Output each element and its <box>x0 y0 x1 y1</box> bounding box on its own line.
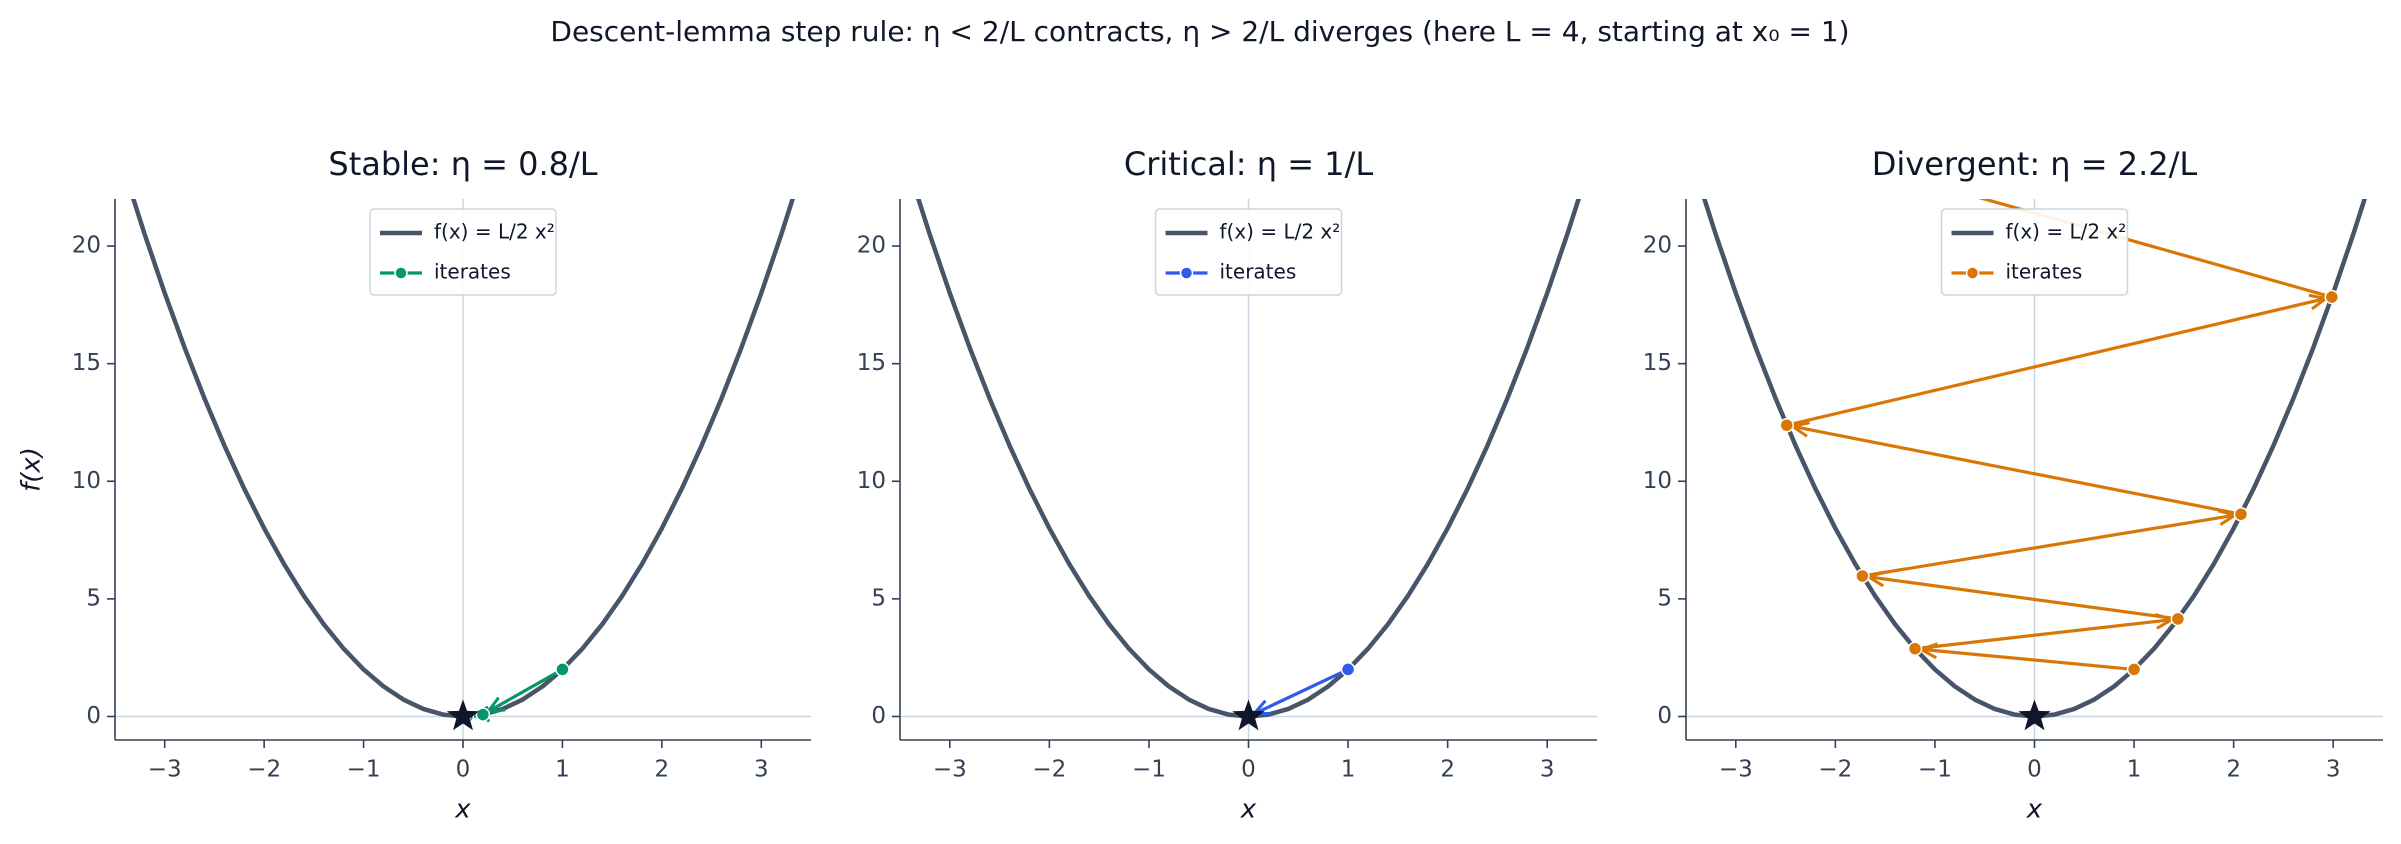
y-tick-label: 15 <box>857 350 886 376</box>
x-tick-label: −1 <box>1132 757 1166 783</box>
y-tick-label: 20 <box>72 233 101 259</box>
x-axis-label: x <box>454 795 471 825</box>
y-tick-label: 15 <box>1643 350 1672 376</box>
x-axis-label: x <box>1240 795 1257 825</box>
x-tick-label: 3 <box>2326 757 2341 783</box>
y-tick-label: 5 <box>1657 585 1672 611</box>
legend-label: iterates <box>1220 260 1297 284</box>
iterate-point <box>1340 662 1356 677</box>
iterate-point <box>1907 641 1923 656</box>
iterate-point <box>1855 568 1870 584</box>
panel-title: Divergent: η = 2.2/L <box>1872 145 2198 183</box>
iterate-point <box>2324 289 2340 305</box>
y-tick-label: 5 <box>871 585 886 611</box>
y-tick-label: 10 <box>72 468 101 494</box>
x-tick-label: 0 <box>1241 757 1256 783</box>
panel-title: Critical: η = 1/L <box>1124 145 1373 183</box>
y-tick-label: 0 <box>1657 703 1672 729</box>
x-tick-label: −2 <box>1818 757 1852 783</box>
iterate-path <box>1785 199 2334 672</box>
minimum-star <box>2018 699 2051 731</box>
plot-area <box>1671 106 2383 740</box>
iterate-point <box>2170 611 2186 627</box>
legend-label: iterates <box>434 260 511 284</box>
x-tick-label: 2 <box>2226 757 2241 783</box>
y-tick-label: 20 <box>1643 233 1672 259</box>
x-tick-label: 1 <box>1341 757 1356 783</box>
y-tick-label: 10 <box>1643 468 1672 494</box>
x-tick-label: 3 <box>1540 757 1555 783</box>
x-tick-label: 2 <box>1440 757 1455 783</box>
iterate-path <box>1247 667 1349 718</box>
legend-label: iterates <box>2006 260 2083 284</box>
y-tick-label: 0 <box>871 703 886 729</box>
x-tick-label: 0 <box>2027 757 2042 783</box>
x-tick-label: −2 <box>247 757 281 783</box>
y-tick-label: 15 <box>72 350 101 376</box>
y-tick-label: 5 <box>86 585 101 611</box>
iterate-point <box>2126 662 2142 677</box>
x-tick-label: 2 <box>655 757 670 783</box>
legend-label: f(x) = L/2 x² <box>434 220 555 244</box>
x-tick-label: −3 <box>933 757 967 783</box>
x-tick-label: 1 <box>555 757 570 783</box>
legend-swatch-marker <box>394 266 408 280</box>
panel-title: Stable: η = 0.8/L <box>328 145 597 183</box>
x-tick-label: −1 <box>1918 757 1952 783</box>
legend-label: f(x) = L/2 x² <box>1220 220 1341 244</box>
iterate-point <box>1671 106 1684 119</box>
y-tick-label: 10 <box>857 468 886 494</box>
x-tick-label: −1 <box>347 757 381 783</box>
y-tick-label: 20 <box>857 233 886 259</box>
y-tick-label: 0 <box>86 703 101 729</box>
iterate-point <box>1779 417 1794 433</box>
y-axis-label: f(x) <box>17 447 47 492</box>
x-tick-label: 1 <box>2127 757 2142 783</box>
iterate-point <box>555 662 570 677</box>
x-tick-label: −3 <box>148 757 182 783</box>
minimum-star <box>446 699 480 731</box>
x-tick-label: 3 <box>754 757 769 783</box>
iterate-point <box>475 707 491 722</box>
legend-swatch-marker <box>1965 266 1980 280</box>
arrowhead <box>1683 112 1700 125</box>
iterate-point <box>2233 506 2249 522</box>
legend-swatch-marker <box>1179 266 1194 280</box>
suptitle: Descent-lemma step rule: η < 2/L contrac… <box>550 15 1849 48</box>
x-tick-label: −2 <box>1032 757 1066 783</box>
minimum-star <box>1232 699 1265 731</box>
x-tick-label: −3 <box>1719 757 1753 783</box>
x-axis-label: x <box>2026 795 2043 825</box>
x-tick-label: 0 <box>456 757 471 783</box>
legend-label: f(x) = L/2 x² <box>2006 220 2127 244</box>
